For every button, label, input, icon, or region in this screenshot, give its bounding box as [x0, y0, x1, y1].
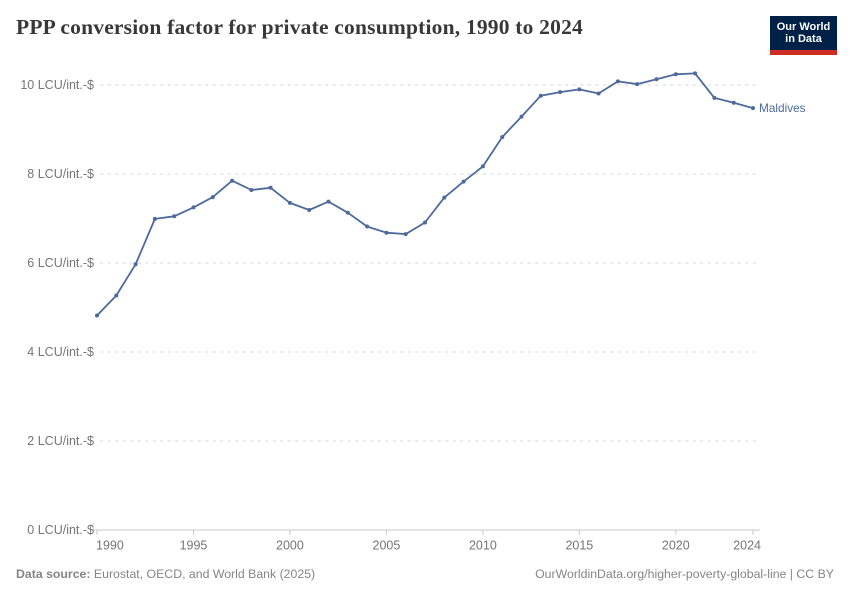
data-point[interactable] [673, 72, 678, 77]
x-tick-label: 2000 [276, 539, 304, 553]
chart-footer: Data source: Eurostat, OECD, and World B… [16, 567, 834, 581]
page-title: PPP conversion factor for private consum… [16, 15, 583, 39]
data-point[interactable] [114, 293, 119, 298]
owid-logo-line2: in Data [785, 33, 822, 45]
data-point[interactable] [249, 188, 254, 192]
data-point[interactable] [326, 199, 331, 204]
data-point[interactable] [712, 95, 717, 100]
data-point[interactable] [751, 106, 755, 111]
x-tick-label: 2005 [373, 539, 401, 553]
x-tick-label: 1995 [180, 539, 208, 553]
data-point[interactable] [152, 216, 157, 221]
data-point[interactable] [365, 224, 370, 229]
data-point[interactable] [307, 208, 312, 212]
data-point[interactable] [731, 100, 736, 105]
data-point[interactable] [558, 90, 563, 95]
y-tick-label: 6 LCU/int.-$ [27, 256, 94, 270]
owid-logo[interactable]: Our World in Data [770, 16, 837, 55]
data-source-label: Data source: [16, 567, 91, 581]
x-tick-label: 2015 [565, 539, 593, 553]
x-tick-label: 2010 [469, 539, 497, 553]
data-point[interactable] [384, 230, 389, 235]
data-point[interactable] [519, 114, 524, 119]
series-end-label[interactable]: Maldives [759, 101, 806, 115]
data-point[interactable] [133, 262, 138, 267]
data-point[interactable] [287, 200, 292, 205]
data-point[interactable] [693, 71, 698, 76]
data-point[interactable] [172, 214, 177, 219]
data-point[interactable] [191, 205, 196, 210]
data-point[interactable] [95, 313, 99, 318]
data-point[interactable] [442, 195, 447, 200]
x-tick-label: 2020 [662, 539, 690, 553]
data-source-text: Eurostat, OECD, and World Bank (2025) [90, 567, 316, 581]
x-tick-label: 1990 [96, 539, 124, 553]
x-tick-label: 2024 [733, 539, 761, 553]
data-point[interactable] [230, 178, 235, 183]
data-point[interactable] [538, 93, 543, 98]
y-tick-label: 2 LCU/int.-$ [27, 434, 94, 448]
y-tick-label: 0 LCU/int.-$ [27, 523, 94, 537]
data-point[interactable] [654, 77, 659, 82]
data-point[interactable] [577, 87, 582, 92]
data-point[interactable] [423, 220, 427, 225]
data-point[interactable] [268, 185, 273, 190]
data-point[interactable] [403, 232, 408, 237]
data-line-maldives[interactable] [96, 72, 754, 317]
y-tick-label: 4 LCU/int.-$ [27, 345, 94, 359]
data-point[interactable] [210, 195, 215, 200]
data-point[interactable] [480, 164, 485, 169]
y-tick-label: 8 LCU/int.-$ [27, 167, 94, 181]
owid-logo-line1: Our World [776, 20, 831, 33]
data-point[interactable] [635, 82, 640, 87]
data-point[interactable] [596, 91, 601, 96]
data-source-note: Data source: Eurostat, OECD, and World B… [16, 567, 315, 581]
data-point[interactable] [500, 135, 505, 140]
data-point[interactable] [345, 210, 350, 215]
y-tick-label: 10 LCU/int.-$ [20, 78, 94, 92]
attribution-link[interactable]: OurWorldinData.org/higher-poverty-global… [535, 567, 834, 581]
data-point[interactable] [461, 179, 466, 184]
data-point[interactable] [615, 79, 620, 84]
